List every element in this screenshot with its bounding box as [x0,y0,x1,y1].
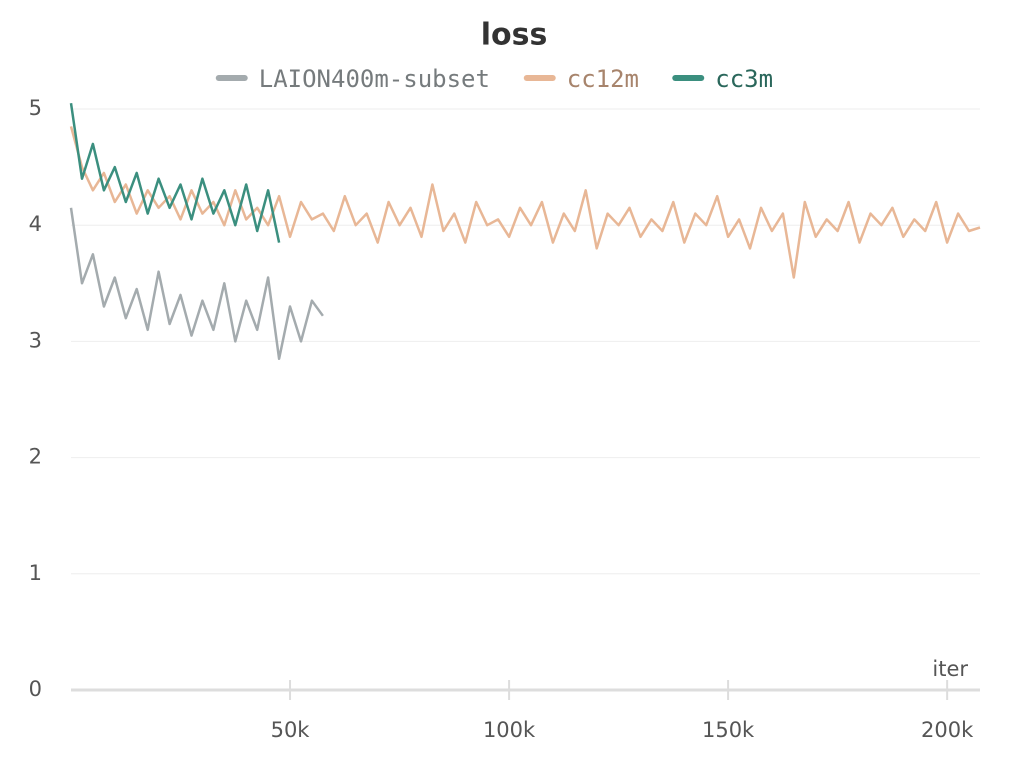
x-tick-label: 50k [271,718,311,742]
series-line [69,126,981,279]
y-tick-label: 1 [29,561,42,585]
series-line [69,207,324,361]
legend-label: LAION400m-subset [259,65,490,93]
y-tick-label: 5 [29,96,42,120]
x-tick-label: 200k [921,718,974,742]
y-tick-label: 0 [29,677,42,701]
x-axis-label: iter [932,657,968,681]
legend-label: cc3m [715,65,773,93]
x-tick-label: 150k [702,718,755,742]
y-tick-label: 2 [29,445,42,469]
series-line [69,103,281,243]
chart-title: loss [481,18,548,53]
y-tick-label: 3 [29,328,42,352]
x-tick-label: 100k [483,718,536,742]
legend-label: cc12m [567,65,639,93]
y-tick-label: 4 [29,212,42,236]
